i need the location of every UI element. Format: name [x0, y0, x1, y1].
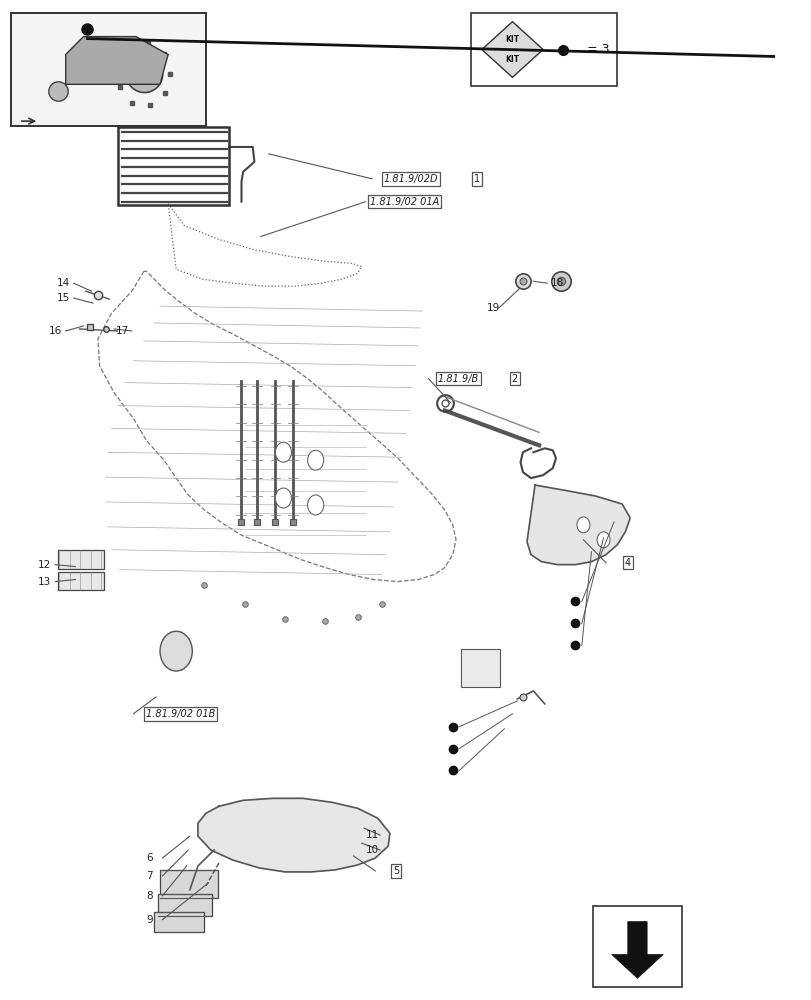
Text: 9: 9: [146, 915, 152, 925]
Polygon shape: [481, 22, 543, 77]
Circle shape: [275, 488, 291, 508]
Text: 7: 7: [146, 871, 152, 881]
Bar: [58, 550, 105, 569]
Text: 19: 19: [486, 303, 499, 313]
Circle shape: [577, 517, 589, 533]
Text: 11: 11: [365, 830, 378, 840]
Text: 1.81.9/02 01B: 1.81.9/02 01B: [145, 709, 215, 719]
Text: 8: 8: [146, 891, 152, 901]
Text: 14: 14: [57, 278, 70, 288]
Bar: [160, 870, 218, 898]
Circle shape: [307, 450, 324, 470]
Bar: [11, 13, 206, 126]
Bar: [157, 894, 212, 916]
Polygon shape: [66, 37, 168, 84]
Polygon shape: [611, 922, 663, 978]
Text: 1.81.9/02 01A: 1.81.9/02 01A: [369, 197, 439, 207]
Text: 6: 6: [146, 853, 152, 863]
Text: 4: 4: [624, 558, 630, 568]
Text: 2: 2: [511, 374, 517, 384]
Bar: [470, 13, 616, 86]
Text: = 3: = 3: [586, 43, 609, 56]
Text: KIT: KIT: [504, 35, 519, 44]
Text: 16: 16: [49, 326, 62, 336]
Text: 1.81.9/02D: 1.81.9/02D: [383, 174, 438, 184]
Circle shape: [160, 631, 192, 671]
Polygon shape: [198, 798, 389, 872]
Text: 1: 1: [474, 174, 479, 184]
Bar: [58, 572, 105, 590]
Text: 15: 15: [57, 293, 70, 303]
Text: KIT: KIT: [504, 55, 519, 64]
Circle shape: [596, 532, 609, 548]
Text: 13: 13: [38, 577, 51, 587]
Text: 17: 17: [115, 326, 129, 336]
Text: 10: 10: [365, 845, 378, 855]
Bar: [461, 649, 499, 687]
Bar: [592, 906, 681, 987]
Bar: [118, 127, 229, 205]
Polygon shape: [526, 485, 629, 565]
Text: 5: 5: [393, 866, 399, 876]
Circle shape: [307, 495, 324, 515]
Text: 18: 18: [551, 278, 564, 288]
Bar: [154, 912, 204, 932]
Text: 12: 12: [38, 560, 51, 570]
Circle shape: [275, 442, 291, 462]
Text: 1.81.9/B: 1.81.9/B: [437, 374, 478, 384]
